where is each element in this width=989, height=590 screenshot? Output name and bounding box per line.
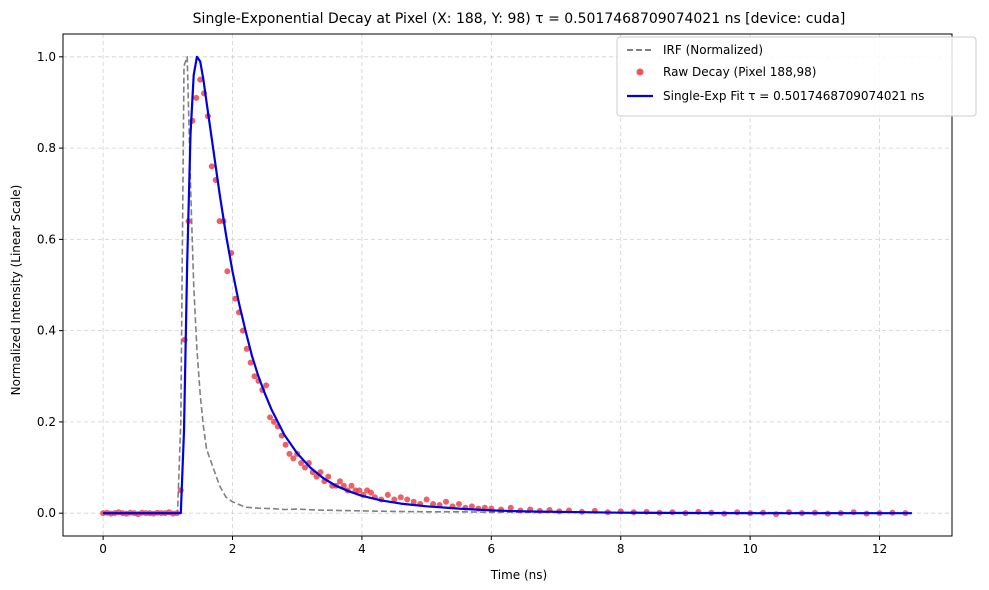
raw-decay-point <box>243 345 250 352</box>
raw-decay-point <box>356 487 363 494</box>
x-tick-label: 4 <box>358 542 366 556</box>
raw-decay-point <box>247 359 254 366</box>
raw-decay-point <box>263 382 270 389</box>
x-tick-label: 8 <box>617 542 625 556</box>
raw-decay-point <box>251 373 258 380</box>
legend-fit-label: Single-Exp Fit τ = 0.5017468709074021 ns <box>663 89 924 103</box>
y-tick-label: 0.0 <box>37 506 56 520</box>
x-tick-label: 10 <box>742 542 757 556</box>
raw-decay-point <box>193 94 200 101</box>
raw-decay-point <box>301 464 308 471</box>
raw-decay-point <box>367 489 374 496</box>
raw-decay-point <box>197 76 204 83</box>
raw-decay-point <box>384 491 391 498</box>
raw-decay-point <box>282 441 289 448</box>
fit-line <box>103 55 912 515</box>
y-tick-label: 0.6 <box>37 232 56 246</box>
legend-irf-label: IRF (Normalized) <box>663 43 763 57</box>
chart-title: Single-Exponential Decay at Pixel (X: 18… <box>193 11 846 27</box>
x-tick-label: 6 <box>488 542 496 556</box>
raw-decay-point <box>397 494 404 501</box>
raw-decay-point <box>298 459 305 466</box>
legend-box <box>616 36 977 117</box>
y-axis-label: Normalized Intensity (Linear Scale) <box>9 185 23 396</box>
raw-decay-point <box>325 473 332 480</box>
raw-decay-point <box>391 496 398 503</box>
x-tick-label: 2 <box>229 542 237 556</box>
raw-decay-point <box>208 163 215 170</box>
x-tick-label: 0 <box>99 542 107 556</box>
raw-decay-point <box>286 450 293 457</box>
y-tick-label: 0.4 <box>37 324 56 338</box>
y-tick-label: 0.2 <box>37 415 56 429</box>
legend-raw-label: Raw Decay (Pixel 188,98) <box>663 65 816 79</box>
raw-decay-point <box>290 455 297 462</box>
raw-decay-point <box>270 418 277 425</box>
raw-decay-point <box>423 496 430 503</box>
plot-area-frame <box>62 33 953 537</box>
raw-decay-point <box>443 498 450 505</box>
y-tick-label: 1.0 <box>37 50 56 64</box>
raw-decay-point <box>232 295 239 302</box>
raw-decay-point <box>404 496 411 503</box>
raw-decay-point <box>267 414 274 421</box>
legend-raw-swatch <box>636 68 644 76</box>
raw-decay-point <box>507 504 514 511</box>
axis-ticks: 0 2 4 6 8 10 12 0.0 0.2 0.4 0.6 0.8 1.0 <box>37 50 887 556</box>
plot-series <box>100 55 912 518</box>
raw-decay-point <box>468 503 475 510</box>
legend: IRF (Normalized) Raw Decay (Pixel 188,98… <box>616 36 977 117</box>
raw-decay-point <box>410 498 417 505</box>
raw-decay-point <box>336 478 343 485</box>
raw-decay-point <box>348 482 355 489</box>
x-tick-label: 12 <box>872 542 887 556</box>
raw-decay-point <box>455 501 462 508</box>
grid <box>63 34 952 536</box>
y-tick-label: 0.8 <box>37 141 56 155</box>
x-axis-label: Time (ns) <box>490 568 547 582</box>
raw-decay-point <box>224 268 231 275</box>
